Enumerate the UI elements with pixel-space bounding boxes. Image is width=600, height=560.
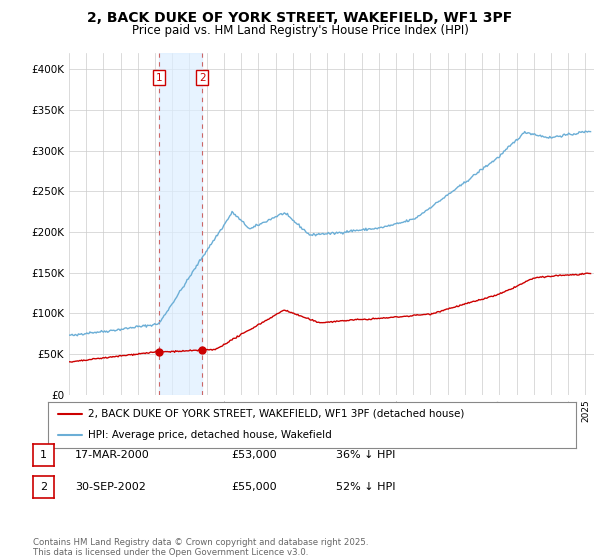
Text: 1: 1	[155, 73, 162, 83]
Text: 2: 2	[40, 482, 47, 492]
Text: 2, BACK DUKE OF YORK STREET, WAKEFIELD, WF1 3PF: 2, BACK DUKE OF YORK STREET, WAKEFIELD, …	[88, 11, 512, 25]
Text: 2: 2	[199, 73, 206, 83]
Text: Contains HM Land Registry data © Crown copyright and database right 2025.
This d: Contains HM Land Registry data © Crown c…	[33, 538, 368, 557]
Text: 30-SEP-2002: 30-SEP-2002	[75, 482, 146, 492]
Text: HPI: Average price, detached house, Wakefield: HPI: Average price, detached house, Wake…	[88, 430, 331, 440]
Text: 17-MAR-2000: 17-MAR-2000	[75, 450, 150, 460]
Bar	[158, 53, 202, 395]
Text: £53,000: £53,000	[231, 450, 277, 460]
Text: £55,000: £55,000	[231, 482, 277, 492]
Text: 2, BACK DUKE OF YORK STREET, WAKEFIELD, WF1 3PF (detached house): 2, BACK DUKE OF YORK STREET, WAKEFIELD, …	[88, 409, 464, 418]
Text: 52% ↓ HPI: 52% ↓ HPI	[336, 482, 395, 492]
Text: 1: 1	[40, 450, 47, 460]
Text: 36% ↓ HPI: 36% ↓ HPI	[336, 450, 395, 460]
Text: Price paid vs. HM Land Registry's House Price Index (HPI): Price paid vs. HM Land Registry's House …	[131, 24, 469, 36]
